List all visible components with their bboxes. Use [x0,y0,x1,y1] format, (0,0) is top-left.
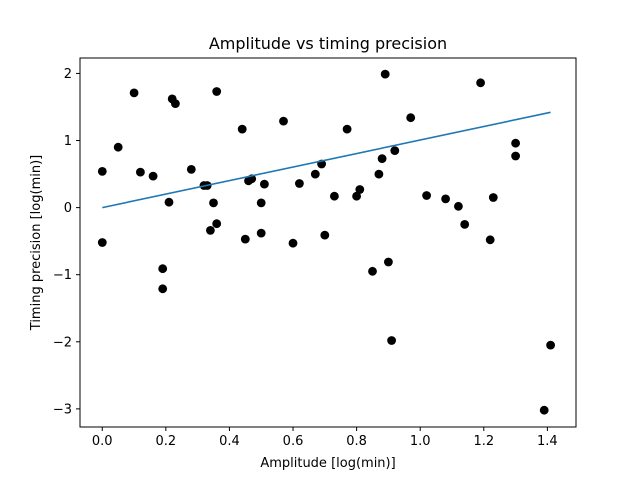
data-point [380,69,390,79]
data-point [476,78,485,88]
data-point [310,169,320,179]
data-point [384,257,393,267]
data-point [158,264,168,274]
axes-frame [79,57,577,428]
data-point [454,201,463,211]
data-point [511,151,520,161]
data-point [256,228,266,238]
data-point [212,87,222,96]
data-point [164,197,174,207]
y-tick-label: 1 [64,134,72,149]
data-point [488,193,498,202]
x-tick-label: 1.0 [410,434,431,449]
data-point [171,99,180,108]
data-point [539,405,549,415]
plot-area [97,69,555,415]
data-point [460,220,470,229]
data-point [377,154,387,164]
data-point [320,230,330,240]
data-point [97,238,107,247]
data-point [546,340,555,350]
data-point [355,185,365,194]
data-point [136,167,145,177]
x-tick-label: 1.2 [473,434,494,449]
data-point [422,191,431,200]
y-tick-label: −3 [53,402,72,417]
data-point [113,142,123,152]
x-axis-label: Amplitude [log(min)] [260,456,395,471]
data-point [288,238,298,248]
data-point [342,124,352,134]
data-point [158,284,168,294]
data-point [387,336,396,345]
data-point [206,226,215,235]
y-tick-label: 0 [64,201,72,216]
data-point [390,146,400,156]
x-tick-label: 1.4 [537,434,558,449]
data-point [511,138,520,148]
trend-line [102,111,551,209]
y-axis-label: Timing precision [log(min)] [29,155,44,331]
y-tick-label: −2 [53,335,72,350]
axis-ticks: 0.0 0.2 0.4 0.6 0.8 1.0 1.2 1.4 −3 −2 −1 0 1 2 [53,67,558,449]
x-tick-label: 0.4 [219,434,240,449]
data-point [260,179,269,189]
y-tick-label: 2 [64,67,72,82]
y-tick-label: −1 [53,268,72,283]
data-point [295,179,304,188]
data-point [209,198,218,208]
x-tick-label: 0.8 [346,434,367,449]
data-point [374,169,384,179]
x-tick-label: 0.0 [92,434,113,449]
data-point [256,198,266,208]
x-tick-label: 0.6 [283,434,304,449]
data-point [186,165,196,174]
data-point [129,88,139,98]
data-point [148,171,158,181]
data-point [330,191,339,201]
x-tick-label: 0.2 [156,434,177,449]
data-point [279,116,288,126]
chart-title: Amplitude vs timing precision [209,34,447,53]
data-point [237,124,247,134]
data-point [368,266,377,276]
data-point [352,191,361,201]
data-point [485,235,495,245]
data-point [406,113,416,123]
data-point [240,234,250,244]
data-point [212,219,222,229]
data-point [97,167,107,176]
data-point [441,194,450,204]
